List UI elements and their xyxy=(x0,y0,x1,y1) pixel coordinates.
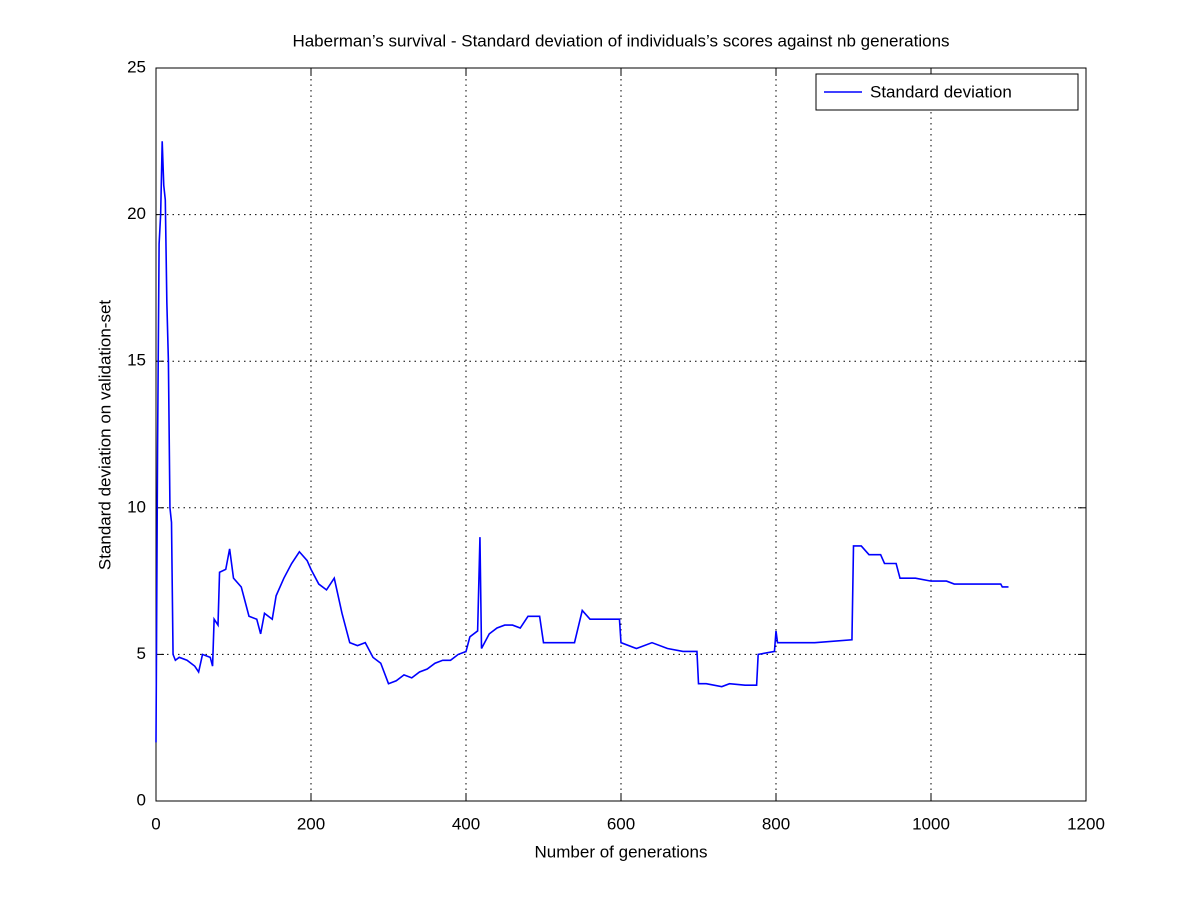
x-tick-label: 1200 xyxy=(1067,814,1105,833)
plot-frame xyxy=(155,67,1087,802)
x-axis-label: Number of generations xyxy=(535,842,708,861)
legend-label: Standard deviation xyxy=(870,82,1012,101)
data-line xyxy=(155,141,1009,743)
y-tick-label: 5 xyxy=(137,644,146,663)
y-tick-label: 0 xyxy=(137,790,146,809)
x-tick-label: 200 xyxy=(297,814,325,833)
y-tick-label: 20 xyxy=(127,204,146,223)
x-tick-label: 600 xyxy=(607,814,635,833)
y-tick-label: 10 xyxy=(127,497,146,516)
y-tick-label: 25 xyxy=(127,57,146,76)
x-tick-label: 1000 xyxy=(912,814,950,833)
x-tick-label: 800 xyxy=(762,814,790,833)
x-tick-label: 0 xyxy=(151,814,160,833)
x-tick-label: 400 xyxy=(452,814,480,833)
y-axis-label: Standard deviation on validation-set xyxy=(95,300,114,571)
y-tick-label: 15 xyxy=(127,351,146,370)
chart-title: Haberman’s survival - Standard deviation… xyxy=(292,31,949,50)
